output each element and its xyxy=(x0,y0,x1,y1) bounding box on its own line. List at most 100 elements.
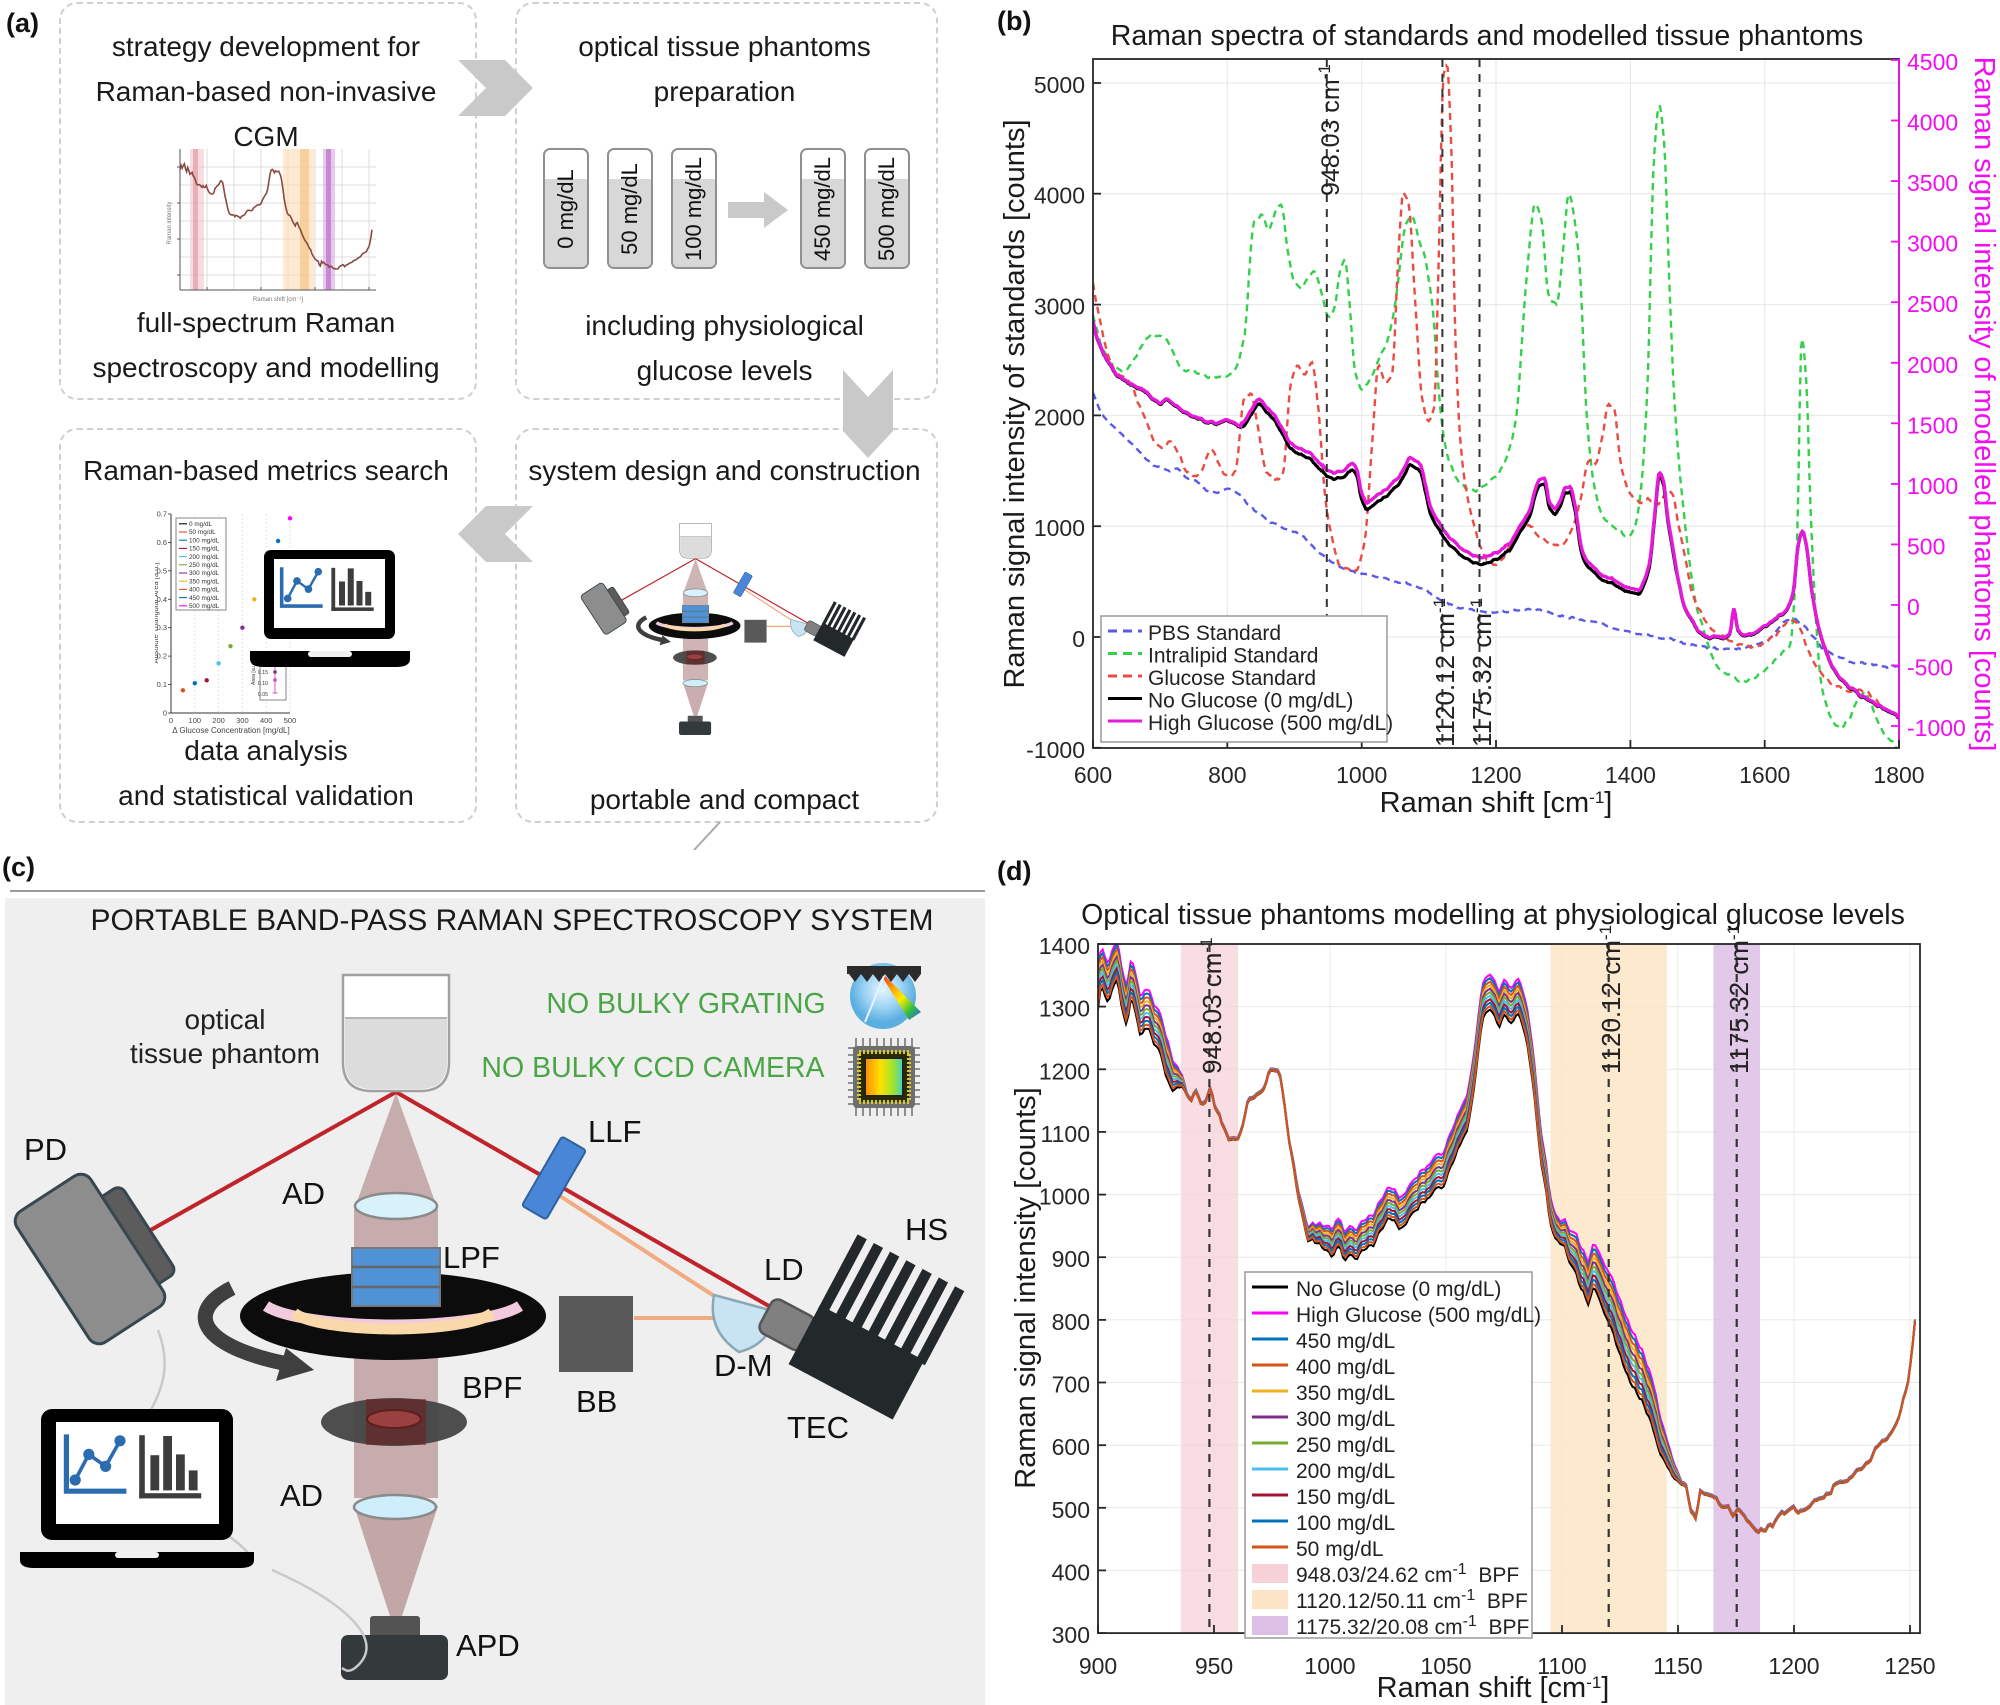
svg-text:450 mg/dL: 450 mg/dL xyxy=(189,595,220,602)
svg-text:300 mg/dL: 300 mg/dL xyxy=(189,570,220,577)
svg-text:Area [a.u.]: Area [a.u.] xyxy=(251,661,257,685)
svg-text:Glucose Standard: Glucose Standard xyxy=(1148,667,1316,690)
svg-text:1200: 1200 xyxy=(1470,762,1521,788)
svg-text:Raman signal intensity of stan: Raman signal intensity of standards [cou… xyxy=(999,119,1031,688)
svg-text:0.15: 0.15 xyxy=(258,670,268,676)
svg-text:1100: 1100 xyxy=(1537,1653,1586,1679)
svg-text:Absolute Triangular Area [a.u.: Absolute Triangular Area [a.u.] xyxy=(155,563,160,664)
svg-text:350 mg/dL: 350 mg/dL xyxy=(189,578,220,585)
svg-text:High Glucose (500 mg/dL): High Glucose (500 mg/dL) xyxy=(1148,712,1393,735)
svg-text:Raman shift [cm-1]: Raman shift [cm-1] xyxy=(1380,787,1613,819)
svg-text:1175.32/20.08 cm-1 BPF: 1175.32/20.08 cm-1 BPF xyxy=(1296,1613,1529,1639)
svg-text:500: 500 xyxy=(1052,1497,1090,1523)
svg-text:50 mg/dL: 50 mg/dL xyxy=(189,529,216,536)
svg-text:1000: 1000 xyxy=(1907,473,1958,499)
svg-text:500: 500 xyxy=(1907,533,1945,559)
svg-text:-1000: -1000 xyxy=(1026,737,1085,763)
svg-text:0.10: 0.10 xyxy=(258,681,268,687)
svg-text:50 mg/dL: 50 mg/dL xyxy=(1296,1538,1384,1561)
svg-text:400: 400 xyxy=(260,716,273,725)
svg-text:0: 0 xyxy=(163,709,167,718)
svg-text:-500: -500 xyxy=(1907,655,1953,681)
svg-text:900: 900 xyxy=(1052,1246,1090,1272)
svg-text:5000: 5000 xyxy=(1034,72,1085,98)
svg-text:0.05: 0.05 xyxy=(258,692,268,698)
svg-text:0.7: 0.7 xyxy=(157,510,167,519)
svg-text:0.4: 0.4 xyxy=(157,595,167,604)
svg-text:350 mg/dL: 350 mg/dL xyxy=(1296,1382,1395,1405)
svg-text:0.5: 0.5 xyxy=(157,566,167,575)
svg-text:400 mg/dL: 400 mg/dL xyxy=(189,587,220,594)
svg-text:Raman shift [cm-1]: Raman shift [cm-1] xyxy=(1377,1672,1610,1704)
svg-text:800: 800 xyxy=(1052,1309,1090,1335)
svg-text:1000: 1000 xyxy=(1039,1184,1090,1210)
svg-text:1175.32 cm-1: 1175.32 cm-1 xyxy=(1724,925,1754,1074)
svg-text:1600: 1600 xyxy=(1739,762,1790,788)
svg-text:948.03/24.62 cm-1 BPF: 948.03/24.62 cm-1 BPF xyxy=(1296,1561,1519,1587)
svg-text:1120.12 cm-1: 1120.12 cm-1 xyxy=(1596,925,1626,1074)
svg-text:2000: 2000 xyxy=(1907,352,1958,378)
svg-text:400 mg/dL: 400 mg/dL xyxy=(1296,1356,1395,1379)
svg-text:1000: 1000 xyxy=(1336,762,1387,788)
svg-text:200 mg/dL: 200 mg/dL xyxy=(1296,1460,1395,1483)
svg-text:Raman signal intensity [counts: Raman signal intensity [counts] xyxy=(1010,1087,1042,1488)
svg-text:500: 500 xyxy=(284,716,297,725)
svg-text:1800: 1800 xyxy=(1873,762,1924,788)
svg-text:600: 600 xyxy=(1074,762,1112,788)
svg-text:1100: 1100 xyxy=(1041,1121,1090,1147)
svg-text:1175.32 cm-1: 1175.32 cm-1 xyxy=(1467,598,1497,747)
svg-text:1300: 1300 xyxy=(1039,996,1090,1022)
svg-text:150 mg/dL: 150 mg/dL xyxy=(1296,1486,1395,1509)
svg-text:0.1: 0.1 xyxy=(157,680,167,689)
svg-text:400: 400 xyxy=(1052,1559,1090,1585)
svg-text:0: 0 xyxy=(169,716,173,725)
svg-text:250 mg/dL: 250 mg/dL xyxy=(1296,1434,1395,1457)
svg-text:Raman intensity: Raman intensity xyxy=(167,201,173,244)
svg-text:600: 600 xyxy=(1052,1434,1090,1460)
svg-text:4000: 4000 xyxy=(1907,110,1958,136)
svg-text:300: 300 xyxy=(1052,1622,1090,1648)
svg-text:0: 0 xyxy=(1072,626,1085,652)
svg-text:-1000: -1000 xyxy=(1907,715,1966,741)
svg-text:500 mg/dL: 500 mg/dL xyxy=(189,603,220,610)
svg-text:Δ Glucose Concentration [mg/dL: Δ Glucose Concentration [mg/dL] xyxy=(172,726,289,735)
svg-text:200 mg/dL: 200 mg/dL xyxy=(189,554,220,561)
svg-text:PBS Standard: PBS Standard xyxy=(1148,622,1281,645)
svg-text:1400: 1400 xyxy=(1605,762,1656,788)
svg-text:100 mg/dL: 100 mg/dL xyxy=(189,537,220,544)
svg-text:0 mg/dL: 0 mg/dL xyxy=(189,521,213,528)
svg-text:3500: 3500 xyxy=(1907,170,1958,196)
svg-text:800: 800 xyxy=(1208,762,1246,788)
svg-text:Raman spectra of standards and: Raman spectra of standards and modelled … xyxy=(1111,20,1864,52)
svg-text:Optical tissue phantoms modell: Optical tissue phantoms modelling at phy… xyxy=(1081,899,1905,931)
svg-text:150 mg/dL: 150 mg/dL xyxy=(189,546,220,553)
svg-text:450 mg/dL: 450 mg/dL xyxy=(1296,1330,1395,1353)
svg-text:No Glucose (0 mg/dL): No Glucose (0 mg/dL) xyxy=(1296,1278,1501,1301)
svg-text:1120.12 cm-1: 1120.12 cm-1 xyxy=(1430,598,1460,747)
svg-text:3000: 3000 xyxy=(1907,231,1958,257)
svg-text:700: 700 xyxy=(1052,1372,1090,1398)
svg-text:250 mg/dL: 250 mg/dL xyxy=(189,562,220,569)
svg-text:2500: 2500 xyxy=(1907,291,1958,317)
svg-text:300 mg/dL: 300 mg/dL xyxy=(1296,1408,1395,1431)
svg-text:1000: 1000 xyxy=(1034,515,1085,541)
svg-text:2000: 2000 xyxy=(1034,404,1085,430)
svg-text:0.2: 0.2 xyxy=(157,652,167,661)
svg-text:1400: 1400 xyxy=(1039,933,1090,959)
svg-text:948.03 cm-1: 948.03 cm-1 xyxy=(1197,937,1227,1074)
svg-text:300: 300 xyxy=(236,716,249,725)
svg-text:200: 200 xyxy=(212,716,225,725)
svg-text:100: 100 xyxy=(189,716,202,725)
svg-text:4500: 4500 xyxy=(1907,49,1958,75)
svg-text:1500: 1500 xyxy=(1907,412,1958,438)
svg-text:0: 0 xyxy=(1907,594,1920,620)
svg-text:1200: 1200 xyxy=(1039,1058,1090,1084)
svg-text:Intralipid Standard: Intralipid Standard xyxy=(1148,645,1318,668)
svg-text:3000: 3000 xyxy=(1034,294,1085,320)
svg-text:1200: 1200 xyxy=(1768,1653,1819,1679)
svg-text:4000: 4000 xyxy=(1034,183,1085,209)
svg-text:Raman signal intensity of mode: Raman signal intensity of modelled phant… xyxy=(1968,57,2000,752)
svg-text:950: 950 xyxy=(1195,1653,1233,1679)
svg-text:1000: 1000 xyxy=(1304,1653,1355,1679)
svg-text:1150: 1150 xyxy=(1653,1653,1702,1679)
